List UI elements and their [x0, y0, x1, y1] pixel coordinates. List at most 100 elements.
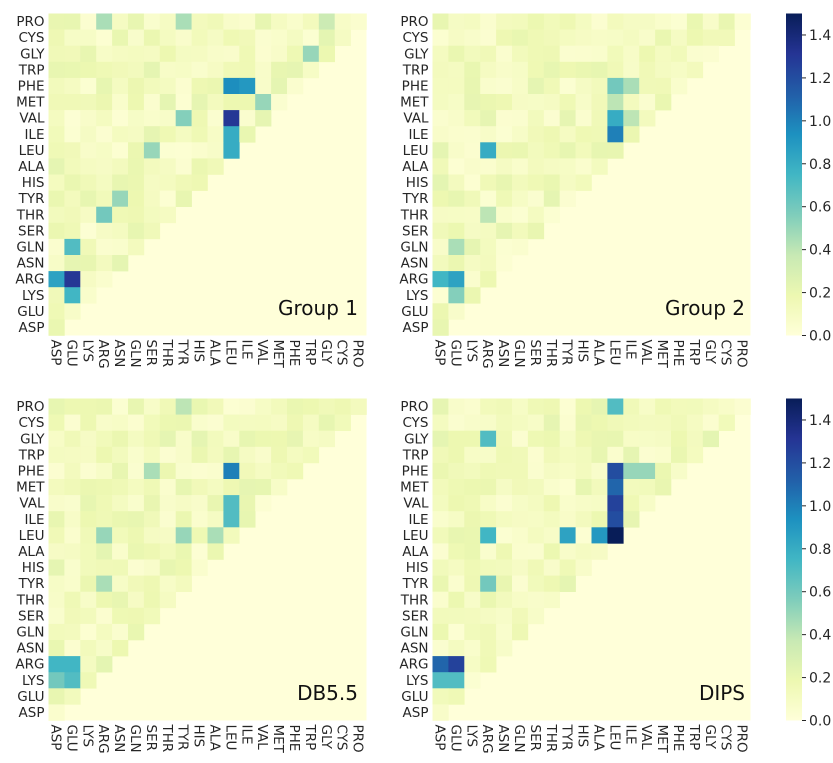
- heatmap-cell: [175, 430, 192, 448]
- y-tick-label: PRO: [400, 399, 428, 415]
- y-tick-label: GLN: [16, 624, 44, 640]
- heatmap-cell: [464, 559, 481, 576]
- heatmap-cell: [64, 158, 81, 175]
- heatmap-cell: [223, 29, 240, 46]
- heatmap-cell: [607, 110, 624, 127]
- x-tick-label: MET: [270, 725, 286, 754]
- heatmap-cell: [591, 543, 608, 560]
- heatmap-cell: [64, 623, 81, 641]
- heatmap-cell: [607, 398, 624, 415]
- heatmap-cell: [464, 94, 481, 111]
- heatmap-cell: [239, 94, 256, 111]
- heatmap-cell: [175, 13, 192, 30]
- y-tick-label: GLU: [17, 304, 44, 320]
- heatmap-cell: [464, 672, 481, 689]
- x-tick-label: GLN: [127, 725, 143, 753]
- heatmap-cell: [591, 29, 608, 46]
- heatmap-cell: [143, 61, 161, 79]
- x-tick-label: GLN: [127, 340, 143, 368]
- heatmap-cell: [64, 271, 81, 288]
- y-tick-label: GLY: [20, 46, 45, 62]
- heatmap-cell: [432, 414, 449, 431]
- heatmap-cell: [48, 640, 65, 657]
- colorbar-tick-label: 1.4: [809, 413, 831, 429]
- heatmap-cell: [223, 446, 240, 464]
- heatmap-cell: [480, 174, 497, 191]
- x-tick-label: THR: [159, 724, 175, 753]
- heatmap-cell: [128, 61, 145, 79]
- heatmap-cell: [96, 511, 113, 528]
- heatmap-cell: [239, 414, 256, 431]
- heatmap-cell: [159, 575, 176, 592]
- heatmap-cell: [80, 607, 97, 625]
- heatmap-cell: [80, 430, 97, 448]
- heatmap-cell: [591, 13, 608, 30]
- heatmap-cell: [191, 511, 208, 528]
- heatmap-cell: [464, 623, 481, 641]
- heatmap-cell: [686, 13, 704, 30]
- y-tick-label: MET: [400, 95, 429, 111]
- heatmap-cell: [175, 94, 192, 111]
- heatmap-cell: [496, 222, 513, 240]
- heatmap-cell: [271, 61, 288, 79]
- heatmap-cell: [159, 174, 176, 191]
- heatmap-cell: [432, 303, 449, 320]
- heatmap-cell: [496, 398, 513, 415]
- y-tick-label: SER: [402, 608, 428, 624]
- heatmap-cell: [112, 158, 129, 175]
- heatmap-cell: [686, 29, 704, 46]
- heatmap-cell: [48, 45, 65, 63]
- heatmap-cell: [96, 543, 113, 560]
- y-tick-label: MET: [400, 480, 429, 496]
- heatmap-cell: [480, 271, 497, 288]
- heatmap-cell: [464, 398, 481, 415]
- heatmap-cell: [559, 142, 576, 159]
- heatmap-cell: [255, 77, 272, 95]
- heatmap-cell: [432, 607, 449, 625]
- heatmap-cell: [159, 559, 176, 576]
- heatmap-cell: [64, 94, 81, 111]
- y-tick-label: THR: [16, 592, 45, 608]
- heatmap-cell: [496, 255, 513, 272]
- heatmap-cell: [575, 29, 592, 46]
- heatmap-cell: [207, 61, 224, 79]
- heatmap-cell: [655, 13, 672, 30]
- heatmap-cell: [607, 511, 624, 528]
- heatmap-cell: [543, 94, 560, 111]
- y-tick-label: GLN: [400, 239, 428, 255]
- heatmap-cell: [448, 29, 465, 46]
- x-tick-label: GLY: [702, 340, 718, 365]
- heatmap-cell: [48, 77, 65, 95]
- heatmap-cell: [623, 77, 640, 95]
- heatmap-cell: [512, 238, 529, 256]
- heatmap-cell: [480, 45, 497, 63]
- x-tick-label: MET: [654, 725, 670, 754]
- heatmap-cell: [432, 495, 449, 512]
- heatmap-cell: [48, 688, 65, 705]
- x-tick-label: CYS: [718, 340, 734, 366]
- heatmap-cell: [543, 479, 560, 496]
- heatmap-cell: [639, 446, 656, 464]
- heatmap-cell: [543, 29, 560, 46]
- heatmap-cell: [207, 126, 224, 143]
- heatmap-cell: [64, 430, 81, 448]
- x-tick-label: LYS: [463, 725, 479, 748]
- heatmap-cell: [623, 94, 640, 111]
- x-tick-label: GLY: [318, 725, 334, 750]
- heatmap-cell: [543, 398, 560, 415]
- heatmap-cell: [112, 495, 129, 512]
- x-tick-label: ALA: [206, 725, 222, 752]
- heatmap-cell: [128, 94, 145, 111]
- heatmap-cell: [128, 495, 145, 512]
- x-tick-label: ALA: [206, 340, 222, 367]
- heatmap-cell: [143, 45, 161, 63]
- heatmap-cell: [128, 575, 145, 592]
- panel-label: Group 2: [665, 296, 745, 320]
- heatmap-cell: [559, 29, 576, 46]
- heatmap-cell: [480, 13, 497, 30]
- heatmap-cell: [512, 623, 529, 641]
- heatmap-cell: [143, 158, 161, 175]
- heatmap-cell: [175, 126, 192, 143]
- heatmap-cell: [480, 543, 497, 560]
- heatmap-cell: [623, 29, 640, 46]
